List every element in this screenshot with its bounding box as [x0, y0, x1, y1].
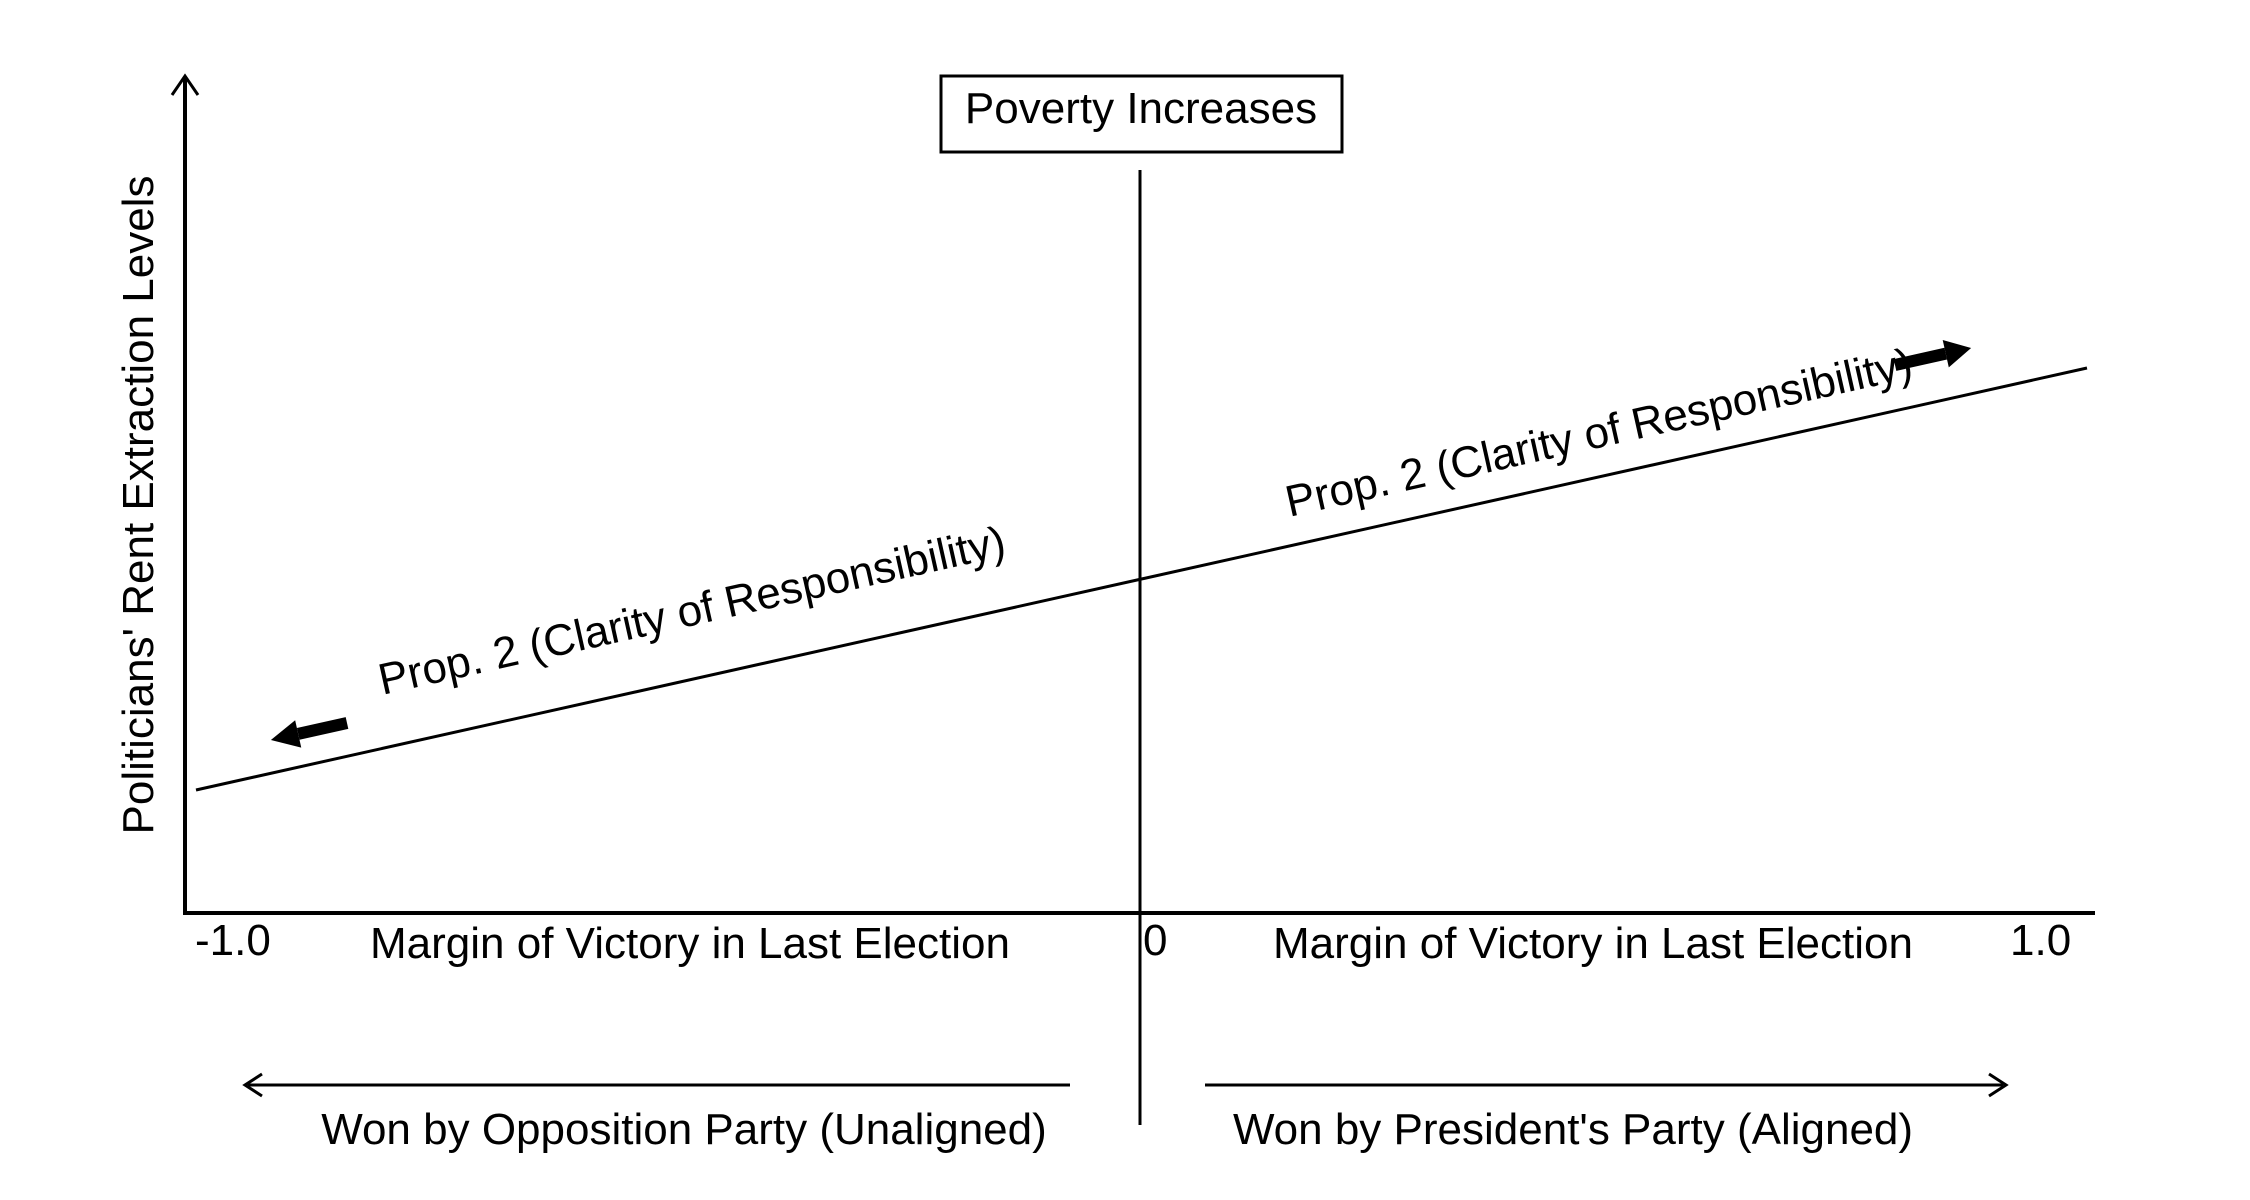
trend-label-left: Prop. 2 (Clarity of Responsibility) [374, 517, 1010, 705]
direction-label-left: Won by Opposition Party (Unaligned) [321, 1105, 1047, 1154]
thick-arrow-right-icon [1893, 339, 1972, 371]
x-tick-max: 1.0 [2010, 916, 2071, 965]
x-tick-zero: 0 [1143, 916, 1167, 965]
direction-arrow-left-head [242, 1072, 263, 1098]
y-axis-arrowhead [170, 73, 200, 96]
direction-label-right: Won by President's Party (Aligned) [1233, 1105, 1913, 1154]
poverty-increases-label: Poverty Increases [965, 84, 1317, 133]
x-tick-min: -1.0 [195, 916, 271, 965]
x-axis-label-left: Margin of Victory in Last Election [370, 919, 1010, 968]
poverty-increases-box [939, 74, 1344, 154]
trend-line [195, 366, 2088, 792]
thick-arrow-left-icon [270, 717, 349, 748]
trend-label-right: Prop. 2 (Clarity of Responsibility) [1281, 339, 1917, 527]
x-axis-label-right: Margin of Victory in Last Election [1273, 919, 1913, 968]
y-axis-label: Politicians' Rent Extraction Levels [114, 176, 163, 835]
direction-arrow-right-head [1988, 1072, 2009, 1098]
